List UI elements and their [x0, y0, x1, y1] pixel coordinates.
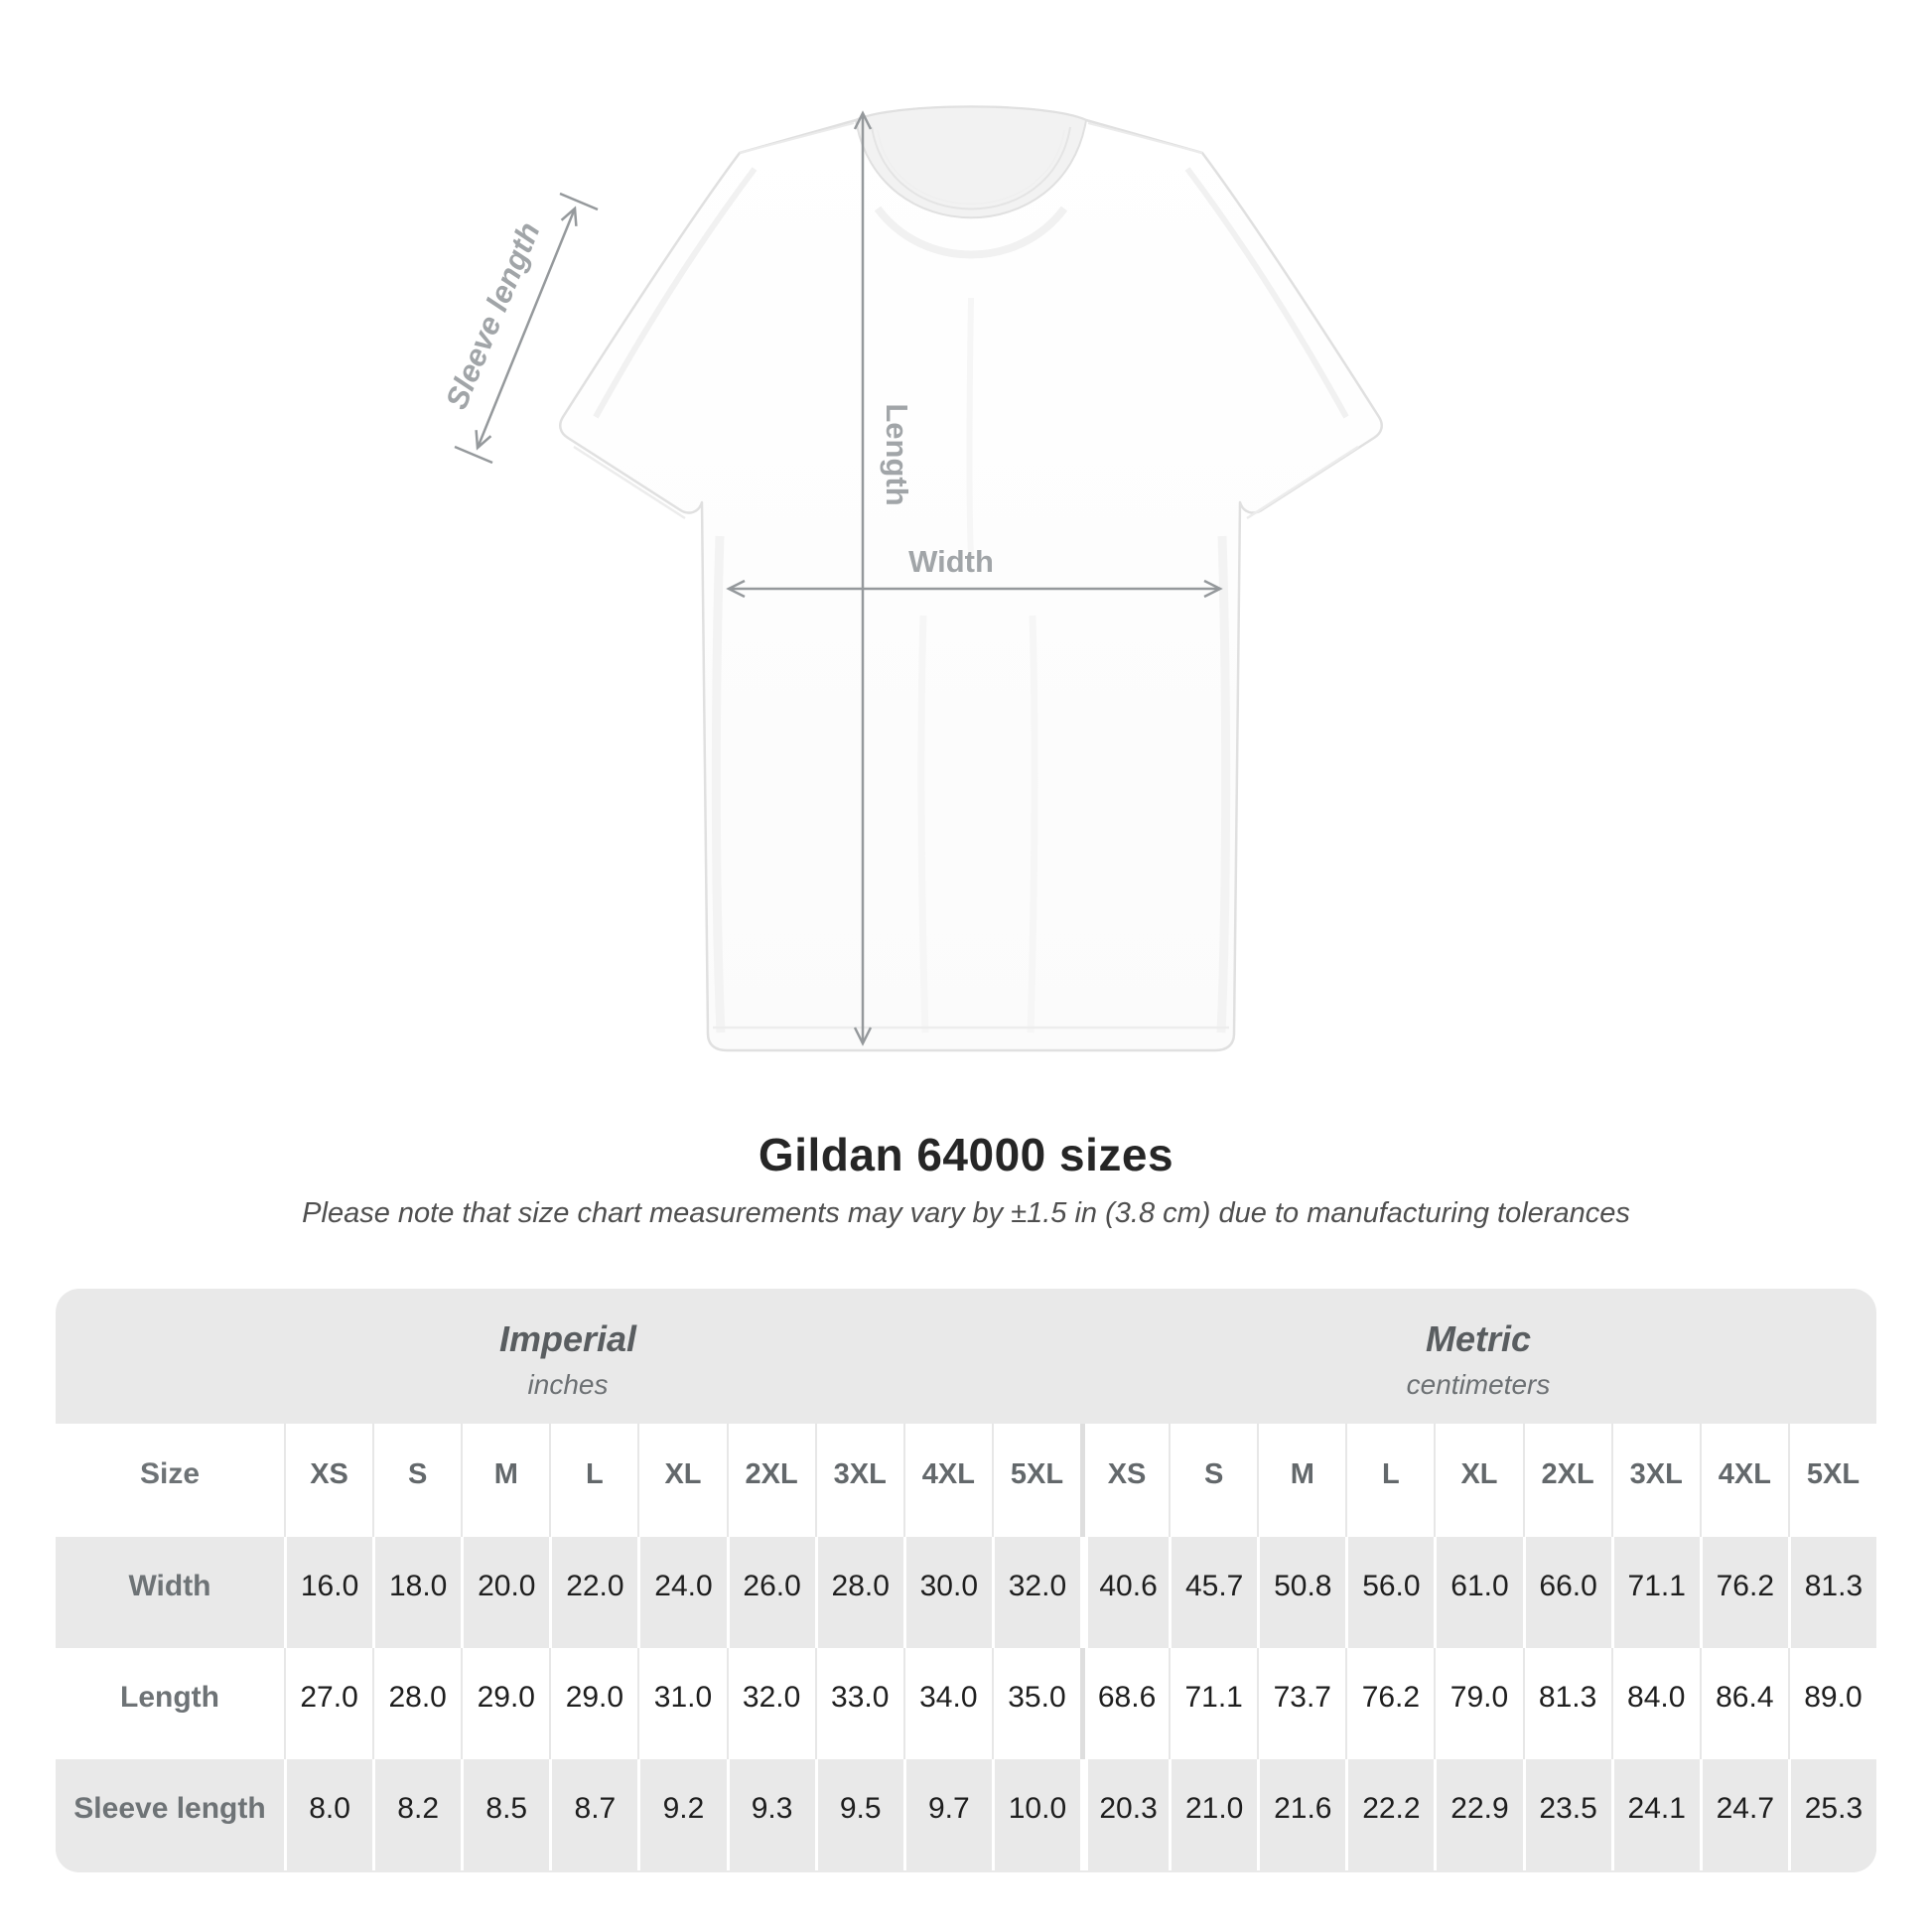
- row-sleeve-length-cell: 21.0: [1169, 1759, 1258, 1870]
- row-length-cell: 33.0: [814, 1648, 903, 1759]
- row-width-cell: 71.1: [1610, 1537, 1700, 1648]
- row-width-cell: 56.0: [1345, 1537, 1435, 1648]
- row-length-cell: 68.6: [1080, 1648, 1170, 1759]
- tshirt-graphic: [559, 105, 1383, 1052]
- row-width-cell: 32.0: [991, 1537, 1080, 1648]
- size-header-cell: L: [549, 1424, 638, 1537]
- row-sleeve-length-cell: 22.2: [1345, 1759, 1435, 1870]
- sleeve-dimension-line: [475, 206, 578, 451]
- size-header-cell: XL: [637, 1424, 727, 1537]
- sleeve-dimension-tick-top: [559, 192, 599, 211]
- row-sleeve-length-cell: 8.2: [372, 1759, 462, 1870]
- row-sleeve-length-cell: 24.1: [1610, 1759, 1700, 1870]
- size-header-cell: 3XL: [814, 1424, 903, 1537]
- row-width-cell: 18.0: [372, 1537, 462, 1648]
- row-sleeve-length-cell: 20.3: [1080, 1759, 1170, 1870]
- size-header-cell: S: [1169, 1424, 1258, 1537]
- row-length-cell: 79.0: [1434, 1648, 1523, 1759]
- imperial-header: Imperial inches: [56, 1289, 1080, 1424]
- row-width-cell: 16.0: [284, 1537, 373, 1648]
- row-length-label: Length: [56, 1648, 284, 1759]
- size-header-cell: L: [1345, 1424, 1435, 1537]
- row-sleeve-length-cell: 8.0: [284, 1759, 373, 1870]
- row-length-cell: 29.0: [461, 1648, 550, 1759]
- metric-header-unit: centimeters: [1406, 1368, 1551, 1400]
- row-sleeve-length-cell: 8.5: [461, 1759, 550, 1870]
- length-label: Length: [880, 403, 914, 505]
- row-length-cell: 28.0: [372, 1648, 462, 1759]
- row-sleeve-length-cell: 9.2: [637, 1759, 727, 1870]
- imperial-header-unit: inches: [527, 1368, 609, 1400]
- size-header-cell: 3XL: [1610, 1424, 1700, 1537]
- row-length-cell: 32.0: [726, 1648, 815, 1759]
- size-header-cell: M: [461, 1424, 550, 1537]
- size-grid: Size XS S M L XL 2XL 3XL 4XL 5XL XS S M L XL 2XL 3XL 4XL 5…: [56, 1424, 1876, 1870]
- size-table: Imperial inches Metric centimeters Size X…: [56, 1289, 1876, 1872]
- row-sleeve-length-cell: 23.5: [1522, 1759, 1611, 1870]
- row-width-cell: 30.0: [902, 1537, 992, 1648]
- row-length-cell: 71.1: [1169, 1648, 1258, 1759]
- row-sleeve-length-cell: 22.9: [1434, 1759, 1523, 1870]
- row-length-cell: 29.0: [549, 1648, 638, 1759]
- row-sleeve-length-cell: 10.0: [991, 1759, 1080, 1870]
- size-header-cell: XS: [284, 1424, 373, 1537]
- row-length-cell: 81.3: [1522, 1648, 1611, 1759]
- row-width-cell: 40.6: [1080, 1537, 1170, 1648]
- tshirt-diagram: Width Length Sleeve length: [439, 105, 1383, 1052]
- row-sleeve-length-label: Sleeve length: [56, 1759, 284, 1870]
- collar: [854, 105, 1088, 219]
- row-width-cell: 50.8: [1257, 1537, 1346, 1648]
- row-sleeve-length-cell: 24.7: [1699, 1759, 1788, 1870]
- row-length-cell: 31.0: [637, 1648, 727, 1759]
- size-header-cell: 2XL: [1522, 1424, 1611, 1537]
- size-header-cell: XL: [1434, 1424, 1523, 1537]
- sleeve-dimension-tick-bottom: [454, 445, 493, 465]
- size-header-cell: S: [372, 1424, 462, 1537]
- title-block: Gildan 64000 sizes Please note that size…: [0, 1128, 1932, 1230]
- row-width-cell: 66.0: [1522, 1537, 1611, 1648]
- unit-header-band: Imperial inches Metric centimeters: [56, 1289, 1876, 1424]
- size-header-cell: 5XL: [991, 1424, 1080, 1537]
- size-header-cell: 2XL: [726, 1424, 815, 1537]
- size-header-cell: 4XL: [902, 1424, 992, 1537]
- row-width-cell: 24.0: [637, 1537, 727, 1648]
- size-header-cell: XS: [1080, 1424, 1170, 1537]
- row-sleeve-length-cell: 9.5: [814, 1759, 903, 1870]
- row-width-label: Width: [56, 1537, 284, 1648]
- size-header-cell: 4XL: [1699, 1424, 1788, 1537]
- row-width-cell: 61.0: [1434, 1537, 1523, 1648]
- row-sleeve-length-cell: 21.6: [1257, 1759, 1346, 1870]
- row-width-cell: 22.0: [549, 1537, 638, 1648]
- page-title: Gildan 64000 sizes: [758, 1129, 1174, 1180]
- row-width-cell: 28.0: [814, 1537, 903, 1648]
- row-length-cell: 27.0: [284, 1648, 373, 1759]
- tolerance-note: Please note that size chart measurements…: [302, 1197, 1630, 1229]
- row-sleeve-length-cell: 8.7: [549, 1759, 638, 1870]
- width-label: Width: [908, 544, 994, 579]
- row-width-cell: 45.7: [1169, 1537, 1258, 1648]
- row-length-cell: 34.0: [902, 1648, 992, 1759]
- row-length-cell: 76.2: [1345, 1648, 1435, 1759]
- imperial-header-name: Imperial: [498, 1317, 637, 1359]
- row-length-cell: 86.4: [1699, 1648, 1788, 1759]
- row-length-cell: 73.7: [1257, 1648, 1346, 1759]
- row-sleeve-length-cell: 9.3: [726, 1759, 815, 1870]
- row-width-cell: 81.3: [1787, 1537, 1876, 1648]
- metric-header-name: Metric: [1425, 1317, 1532, 1359]
- row-sleeve-length-cell: 25.3: [1787, 1759, 1876, 1870]
- size-header-cell: M: [1257, 1424, 1346, 1537]
- row-width-cell: 20.0: [461, 1537, 550, 1648]
- row-length-cell: 84.0: [1610, 1648, 1700, 1759]
- row-length-cell: 35.0: [991, 1648, 1080, 1759]
- size-header-cell: 5XL: [1787, 1424, 1876, 1537]
- row-width-cell: 76.2: [1699, 1537, 1788, 1648]
- row-width-cell: 26.0: [726, 1537, 815, 1648]
- size-header-label: Size: [56, 1424, 284, 1537]
- row-sleeve-length-cell: 9.7: [902, 1759, 992, 1870]
- metric-header: Metric centimeters: [1080, 1289, 1876, 1424]
- row-length-cell: 89.0: [1787, 1648, 1876, 1759]
